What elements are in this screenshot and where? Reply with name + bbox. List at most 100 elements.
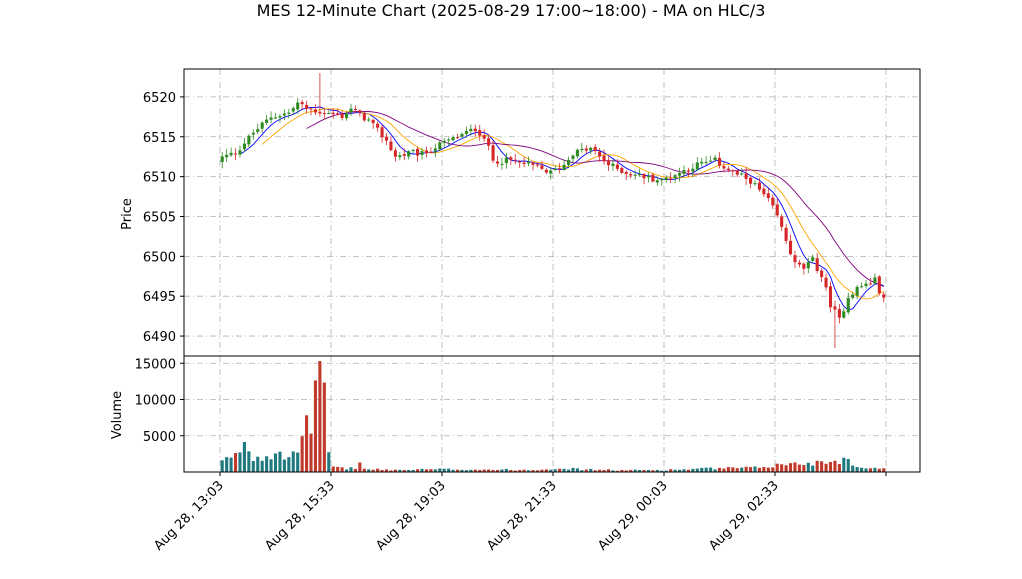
candle-body bbox=[309, 108, 313, 110]
volume-bar bbox=[447, 468, 451, 472]
price-yticks: 6490 6495 6500 6505 6510 6515 6520 bbox=[143, 91, 184, 345]
volume-bar bbox=[287, 457, 291, 472]
volume-bar bbox=[500, 469, 504, 472]
price-tick-label: 6520 bbox=[143, 91, 176, 106]
candle-body bbox=[256, 129, 260, 132]
volume-bar bbox=[802, 465, 806, 472]
candle-body bbox=[313, 109, 318, 113]
volume-bar bbox=[300, 436, 304, 472]
volume-bar bbox=[593, 470, 597, 472]
candle-body bbox=[575, 149, 579, 157]
volume-bar bbox=[504, 468, 508, 472]
volume-bar bbox=[695, 468, 699, 472]
volume-bar bbox=[233, 453, 238, 472]
volume-bar bbox=[438, 468, 442, 472]
candle-body bbox=[447, 139, 451, 141]
candle-body bbox=[398, 155, 402, 158]
candle-body bbox=[802, 263, 806, 269]
volume-bar bbox=[371, 469, 375, 472]
volume-bar bbox=[793, 462, 797, 472]
candle-body bbox=[424, 150, 429, 154]
candle-body bbox=[806, 261, 810, 269]
volume-bar bbox=[664, 470, 668, 472]
candle-body bbox=[544, 169, 548, 173]
volume-bar bbox=[242, 441, 246, 472]
volume-bar bbox=[629, 469, 633, 472]
volume-bar bbox=[797, 464, 801, 472]
candle-body bbox=[562, 164, 566, 170]
price-panel: 6490 6495 6500 6505 6510 6515 6520 Price bbox=[120, 68, 921, 357]
volume-bar bbox=[416, 469, 420, 472]
candle-body bbox=[402, 154, 406, 156]
candle-body bbox=[860, 286, 864, 288]
candle-body bbox=[473, 128, 477, 132]
volume-bar bbox=[531, 470, 535, 472]
candle-body bbox=[629, 174, 633, 176]
candle-body bbox=[553, 168, 557, 171]
volume-bar bbox=[407, 469, 411, 472]
volume-bar bbox=[602, 470, 606, 472]
candle-body bbox=[566, 159, 571, 166]
candle-body bbox=[251, 132, 255, 135]
volume-bar bbox=[713, 469, 717, 472]
candle-body bbox=[233, 153, 238, 155]
volume-bar bbox=[451, 469, 455, 472]
volume-bar bbox=[722, 468, 726, 472]
candle-body bbox=[717, 157, 722, 166]
volume-axis-label: Volume bbox=[110, 391, 125, 439]
candle-body bbox=[349, 108, 353, 113]
candle-body bbox=[429, 152, 433, 154]
volume-bar bbox=[522, 469, 526, 472]
volume-bar bbox=[318, 361, 322, 472]
volume-bar bbox=[402, 470, 406, 472]
candle-body bbox=[247, 135, 251, 145]
volume-bar bbox=[535, 470, 540, 472]
volume-bar bbox=[473, 469, 477, 472]
candle-body bbox=[535, 164, 540, 166]
volume-bar bbox=[598, 469, 602, 472]
price-tick-label: 6495 bbox=[143, 290, 176, 305]
chart-title: MES 12-Minute Chart (2025-08-29 17:00~18… bbox=[257, 1, 766, 20]
volume-bar bbox=[362, 468, 366, 472]
price-panel-frame bbox=[184, 69, 920, 356]
candle-body bbox=[771, 197, 775, 206]
volume-panel: 5000 10000 15000 Volume bbox=[110, 355, 921, 473]
candle-body bbox=[482, 135, 486, 139]
volume-bar bbox=[282, 459, 286, 472]
candle-body bbox=[735, 170, 739, 175]
candle-body bbox=[287, 112, 291, 114]
candle-body bbox=[296, 102, 300, 110]
x-axis-ticks: Aug 28, 13:03 Aug 28, 15:33 Aug 28, 19:03 A… bbox=[151, 472, 887, 554]
volume-bar bbox=[837, 464, 841, 472]
candle-body bbox=[420, 151, 424, 155]
volume-bar bbox=[749, 467, 753, 472]
candle-body bbox=[327, 113, 331, 115]
candle-body bbox=[651, 174, 655, 182]
candle-body bbox=[460, 133, 464, 137]
candle-body bbox=[416, 148, 420, 156]
candle-body bbox=[393, 150, 397, 157]
volume-bars bbox=[220, 361, 886, 472]
volume-bar bbox=[482, 469, 486, 472]
volume-bar bbox=[833, 460, 837, 472]
volume-bar bbox=[846, 459, 850, 472]
candle-body bbox=[442, 140, 446, 143]
candlesticks bbox=[220, 72, 886, 349]
volume-bar bbox=[260, 460, 264, 472]
volume-bar bbox=[669, 469, 673, 472]
volume-bar bbox=[469, 469, 473, 472]
volume-bar bbox=[367, 469, 371, 472]
candle-body bbox=[833, 306, 837, 310]
candle-body bbox=[877, 276, 881, 294]
volume-bar bbox=[828, 462, 833, 472]
volume-bar bbox=[775, 463, 779, 472]
candle-body bbox=[713, 157, 717, 160]
candle-body bbox=[358, 110, 362, 113]
candle-body bbox=[273, 117, 278, 119]
volume-bar bbox=[815, 460, 819, 472]
x-tick-label: Aug 28, 21:33 bbox=[484, 478, 560, 554]
candle-body bbox=[677, 173, 682, 176]
candle-body bbox=[411, 149, 415, 151]
candle-body bbox=[344, 113, 349, 119]
volume-bar bbox=[349, 467, 353, 472]
